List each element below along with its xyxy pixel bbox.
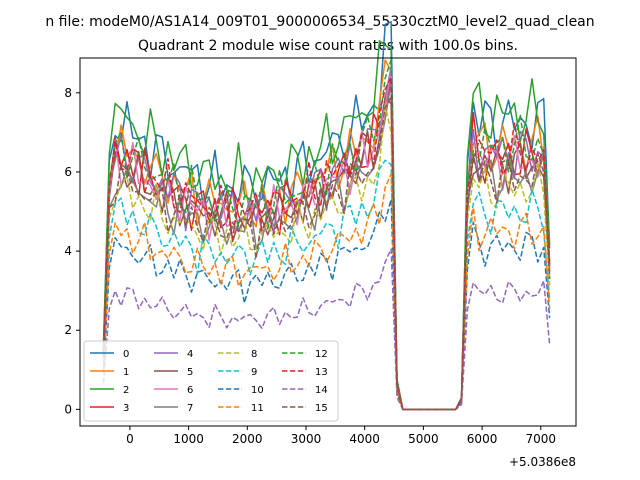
legend-label-8: 8 — [251, 349, 257, 360]
x-axis-offset-label: +5.0386e8 — [509, 455, 576, 469]
x-tick-label: 4000 — [349, 432, 380, 446]
legend-label-5: 5 — [187, 367, 193, 378]
x-tick-label: 1000 — [173, 432, 204, 446]
legend-label-7: 7 — [187, 403, 193, 414]
x-tick-label: 6000 — [467, 432, 498, 446]
legend-label-0: 0 — [123, 349, 129, 360]
series-line-9 — [102, 159, 551, 411]
series-layer — [102, 21, 551, 411]
legend-label-14: 14 — [315, 385, 328, 396]
x-axis: 0 1000 2000 3000 4000 5000 6000 7000 — [126, 426, 556, 446]
legend-label-9: 9 — [251, 367, 257, 378]
legend-label-15: 15 — [315, 403, 328, 414]
legend-label-2: 2 — [123, 385, 129, 396]
y-tick-label: 6 — [64, 165, 72, 179]
y-tick-label: 4 — [64, 244, 72, 258]
y-tick-label: 8 — [64, 86, 72, 100]
x-tick-label: 5000 — [408, 432, 439, 446]
series-line-13 — [102, 76, 551, 411]
series-line-10 — [102, 198, 551, 411]
x-tick-label: 3000 — [291, 432, 322, 446]
series-line-15 — [102, 96, 551, 411]
legend-label-11: 11 — [251, 403, 264, 414]
series-line-6 — [102, 70, 551, 411]
y-tick-label: 0 — [64, 402, 72, 416]
y-tick-label: 2 — [64, 323, 72, 337]
series-line-14 — [102, 248, 551, 411]
legend-label-6: 6 — [187, 385, 193, 396]
legend-label-3: 3 — [123, 403, 129, 414]
series-line-11 — [102, 173, 551, 411]
legend-label-13: 13 — [315, 367, 328, 378]
legend-label-4: 4 — [187, 349, 193, 360]
plot-frame — [79, 57, 577, 427]
y-axis: 0 2 4 6 8 — [64, 86, 80, 416]
chart-title: Quadrant 2 module wise count rates with … — [138, 38, 518, 54]
legend-label-10: 10 — [251, 385, 264, 396]
legend-frame — [83, 340, 339, 422]
legend-label-1: 1 — [123, 367, 129, 378]
figure-suptitle: n file: modeM0/AS1A14_009T01_9000006534_… — [45, 14, 594, 30]
x-tick-label: 7000 — [526, 432, 557, 446]
x-tick-label: 0 — [126, 432, 134, 446]
x-tick-label: 2000 — [232, 432, 263, 446]
legend-label-12: 12 — [315, 349, 328, 360]
series-line-8 — [102, 104, 551, 411]
